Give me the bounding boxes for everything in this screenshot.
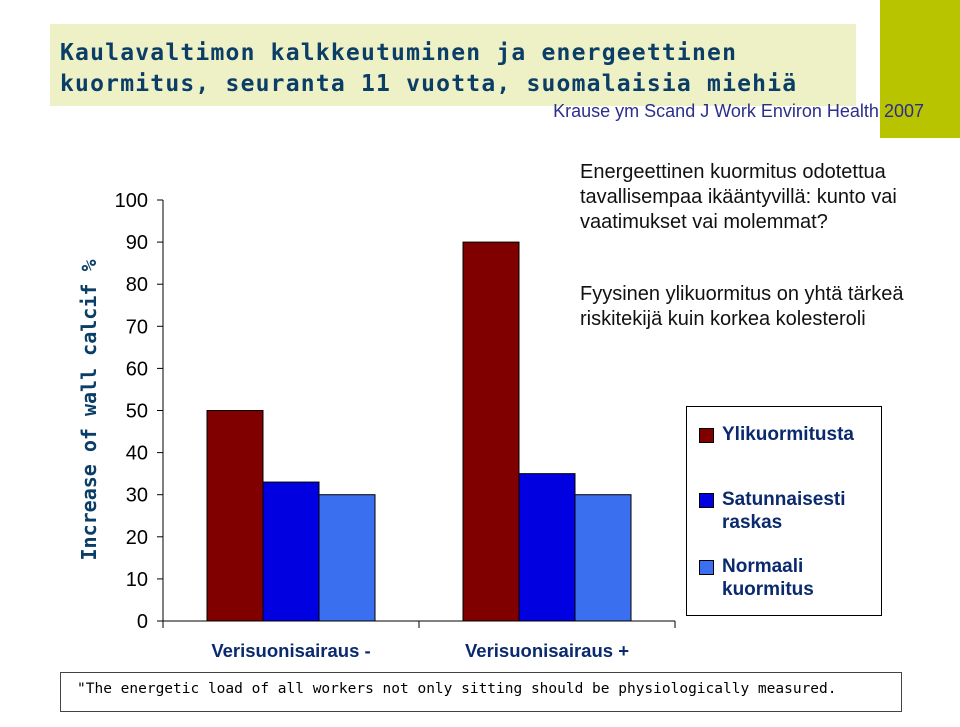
corner-accent: [880, 0, 960, 138]
y-tick-label: 40: [126, 443, 148, 465]
legend-item-1: Ylikuormitusta: [699, 423, 854, 446]
bar: [574, 494, 632, 622]
text-block-statement: Fyysinen ylikuormitus on yhtä tärkeä ris…: [580, 283, 904, 330]
y-tick-label: 20: [126, 527, 148, 549]
bar: [518, 473, 576, 622]
legend-label-1: Ylikuormitusta: [722, 424, 854, 445]
bar: [462, 241, 520, 622]
y-tick-label: 70: [126, 316, 148, 338]
y-tick-label: 80: [126, 274, 148, 296]
bar: [206, 410, 264, 622]
legend-item-2: Satunnaisesti raskas: [699, 488, 849, 534]
slide-title: Kaulavaltimon kalkkeutuminen ja energeet…: [60, 38, 860, 100]
y-tick-label: 50: [126, 401, 148, 423]
legend-item-3: Normaali kuormitus: [699, 555, 849, 601]
y-tick-label: 60: [126, 358, 148, 380]
legend-label-2: Satunnaisesti raskas: [722, 489, 846, 533]
title-line-2: kuormitus, seuranta 11 vuotta, suomalais…: [60, 71, 798, 97]
y-tick-label: 0: [137, 611, 148, 633]
x-category-label: Verisuonisairaus -: [211, 640, 370, 661]
y-tick-label: 10: [126, 569, 148, 591]
text-block-question: Energeettinen kuormitus odotettua tavall…: [580, 161, 897, 233]
legend: Ylikuormitusta Satunnaisesti raskas Norm…: [686, 406, 882, 616]
quote-box: "The energetic load of all workers not o…: [60, 672, 902, 712]
y-tick-label: 100: [115, 190, 148, 212]
legend-label-3: Normaali kuormitus: [722, 556, 814, 600]
title-background: [50, 24, 856, 106]
legend-swatch-3: [699, 560, 714, 575]
quote-text: "The energetic load of all workers not o…: [77, 681, 837, 697]
legend-swatch-1: [699, 428, 714, 443]
x-category-label: Verisuonisairaus +: [465, 640, 629, 661]
citation: Krause ym Scand J Work Environ Health 20…: [553, 101, 924, 121]
bar: [262, 481, 320, 622]
y-tick-label: 30: [126, 485, 148, 507]
y-tick-label: 90: [126, 232, 148, 254]
bar: [318, 494, 376, 622]
legend-swatch-2: [699, 493, 714, 508]
title-line-1: Kaulavaltimon kalkkeutuminen ja energeet…: [60, 40, 738, 66]
